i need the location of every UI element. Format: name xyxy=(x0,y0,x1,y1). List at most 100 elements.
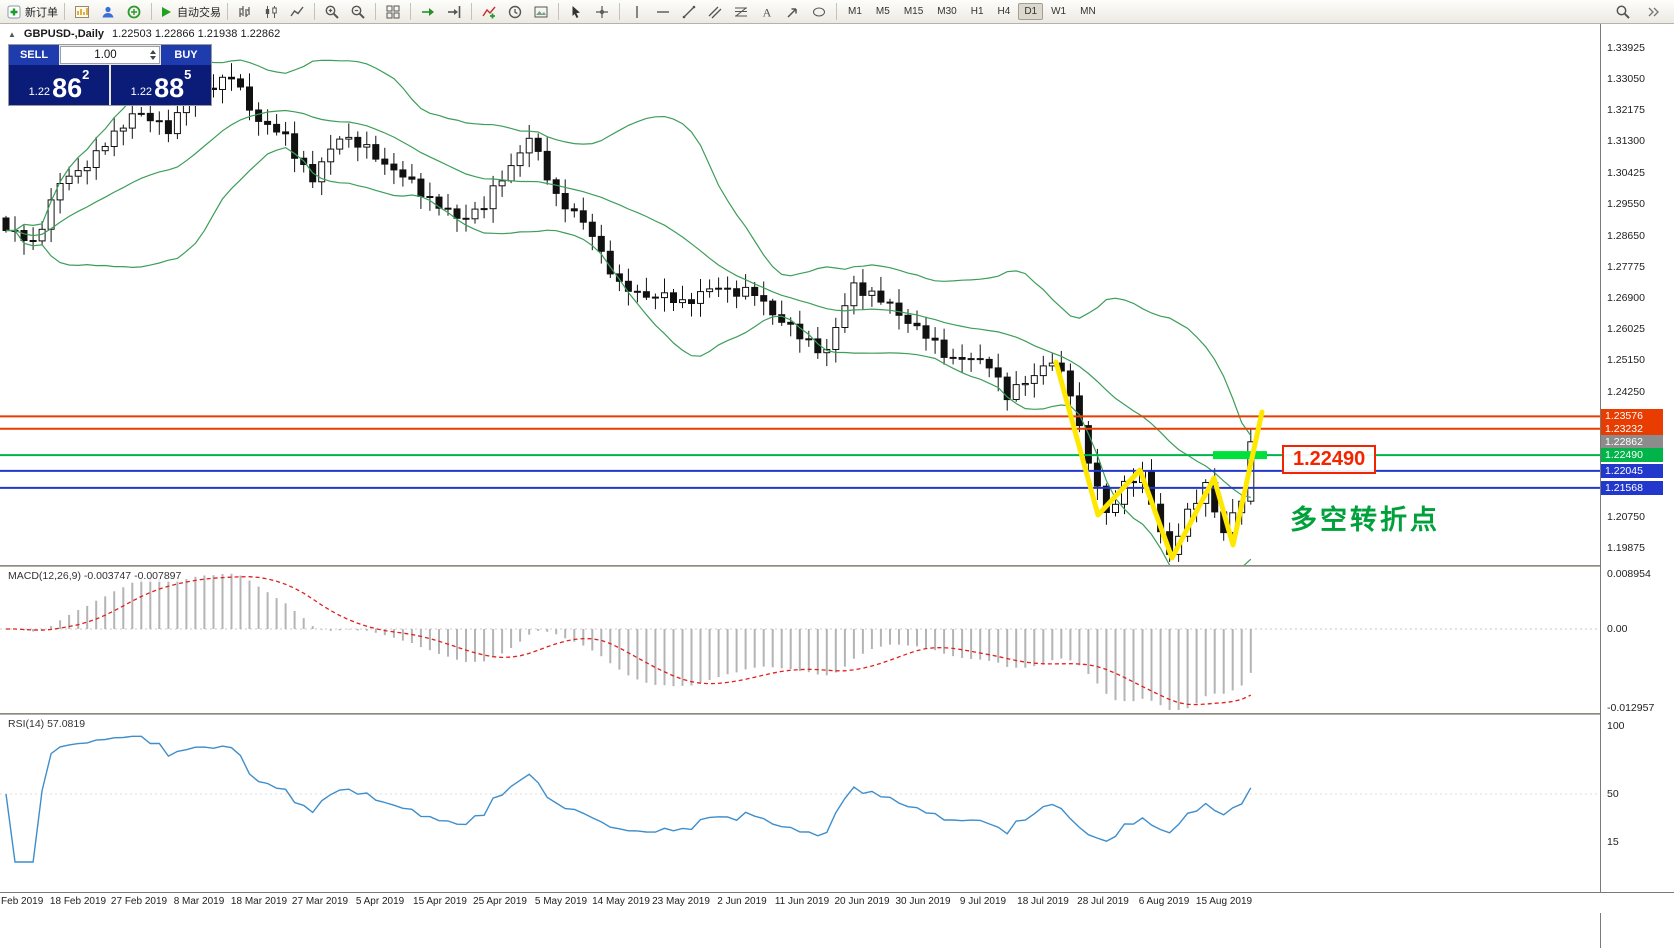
autotrading-button[interactable]: 自动交易 xyxy=(156,2,223,22)
shapes-button[interactable] xyxy=(806,2,832,22)
timeframe-H4[interactable]: H4 xyxy=(997,6,1011,17)
timeframe-M1[interactable]: M1 xyxy=(848,6,862,17)
date-axis-label: 8 Mar 2019 xyxy=(173,896,225,907)
volume-value: 1.00 xyxy=(94,49,117,61)
toolbar-separator xyxy=(558,3,559,20)
candlestick-button[interactable] xyxy=(258,2,284,22)
channel-icon xyxy=(707,4,723,20)
toolbar-separator xyxy=(836,3,837,20)
pane-splitter-rsi[interactable] xyxy=(0,713,1674,715)
date-axis-label: 8 Feb 2019 xyxy=(0,896,44,907)
price-chart-pane[interactable] xyxy=(0,40,1600,566)
price-axis-label: 1.25150 xyxy=(1607,354,1645,366)
indicators-button[interactable] xyxy=(476,2,502,22)
date-axis-label: 18 Feb 2019 xyxy=(49,896,107,907)
volume-down-button[interactable] xyxy=(150,56,156,60)
collapse-pane-icon[interactable]: ▲ xyxy=(8,29,16,39)
bar-chart-button[interactable] xyxy=(232,2,258,22)
new-chart-icon xyxy=(74,4,90,20)
price-axis-label: 1.24250 xyxy=(1607,386,1645,398)
timeframe-W1[interactable]: W1 xyxy=(1051,6,1067,17)
rsi-pane[interactable] xyxy=(0,715,1600,868)
volume-field[interactable]: 1.00 xyxy=(60,46,160,64)
rsi-axis-label: 50 xyxy=(1607,788,1619,800)
timeframe-M30[interactable]: M30 xyxy=(937,6,957,17)
ask-price-button[interactable]: 1.22 88 5 xyxy=(111,65,211,105)
price-axis-label: 1.33925 xyxy=(1607,42,1645,54)
periods-button[interactable] xyxy=(502,2,528,22)
timeframe-D1[interactable]: D1 xyxy=(1018,3,1044,20)
arrows-button[interactable] xyxy=(780,2,806,22)
toolbar-separator xyxy=(227,3,228,20)
chart-shift-button[interactable] xyxy=(441,2,467,22)
macd-axis-label: 0.008954 xyxy=(1607,568,1651,580)
rsi-axis-label: 15 xyxy=(1607,836,1619,848)
zoom-out-button[interactable] xyxy=(345,2,371,22)
toolbar-separator xyxy=(619,3,620,20)
timeframe-MN[interactable]: MN xyxy=(1080,6,1096,17)
bid-price-button[interactable]: 1.22 86 2 xyxy=(9,65,109,105)
new-order-button[interactable]: 新订单 xyxy=(4,2,60,22)
vertical-line-button[interactable] xyxy=(624,2,650,22)
new-chart-button[interactable] xyxy=(69,2,95,22)
price-level-callout[interactable]: 1.22490 xyxy=(1282,445,1377,474)
timeframe-H1[interactable]: H1 xyxy=(970,6,984,17)
search-button[interactable] xyxy=(1610,2,1636,22)
candlestick-icon xyxy=(263,4,279,20)
buy-button[interactable]: BUY xyxy=(161,45,211,65)
crosshair-button[interactable] xyxy=(589,2,615,22)
text-icon: A xyxy=(759,4,775,20)
macd-pane[interactable] xyxy=(0,567,1600,714)
timeframe-M15[interactable]: M15 xyxy=(903,6,924,17)
svg-text:A: A xyxy=(763,5,772,19)
one-click-trading-panel: SELL 1.00 BUY 1.22 86 2 1.22 xyxy=(8,44,212,106)
templates-icon xyxy=(533,4,549,20)
zoom-in-button[interactable] xyxy=(319,2,345,22)
trendline-button[interactable] xyxy=(676,2,702,22)
pane-splitter-macd[interactable] xyxy=(0,565,1674,567)
channel-button[interactable] xyxy=(702,2,728,22)
cursor-button[interactable] xyxy=(563,2,589,22)
price-axis-label: 1.26025 xyxy=(1607,323,1645,335)
text-button[interactable]: A xyxy=(754,2,780,22)
price-axis-label: 1.31300 xyxy=(1607,135,1645,147)
price-tag: 1.21568 xyxy=(1601,481,1663,495)
date-axis-label: 6 Aug 2019 xyxy=(1138,896,1190,907)
fibonacci-icon xyxy=(733,4,749,20)
price-scale[interactable]: 1.33925 1.33050 1.32175 1.31300 1.30425 1.295… xyxy=(1600,24,1674,948)
fibonacci-button[interactable] xyxy=(728,2,754,22)
macd-axis-label: -0.012957 xyxy=(1607,702,1655,714)
rsi-axis-label: 100 xyxy=(1607,720,1625,732)
templates-button[interactable] xyxy=(528,2,554,22)
date-axis-label: 15 Apr 2019 xyxy=(413,896,467,907)
price-axis-label: 1.32175 xyxy=(1607,104,1645,116)
overflow-button[interactable] xyxy=(1640,2,1666,22)
price-axis-label: 1.26900 xyxy=(1607,292,1645,304)
date-axis-label: 23 May 2019 xyxy=(652,896,710,907)
volume-up-button[interactable] xyxy=(150,50,156,54)
arrows-icon xyxy=(785,4,801,20)
price-tag: 1.22045 xyxy=(1601,464,1663,478)
profiles-button[interactable] xyxy=(95,2,121,22)
community-button[interactable] xyxy=(121,2,147,22)
line-chart-button[interactable] xyxy=(284,2,310,22)
bid-price-sup: 2 xyxy=(82,67,90,82)
ask-price-prefix: 1.22 xyxy=(130,86,153,98)
timeframe-M5[interactable]: M5 xyxy=(875,6,890,17)
price-axis-label: 1.28650 xyxy=(1607,230,1645,242)
shapes-icon xyxy=(811,4,827,20)
rsi-indicator-label: RSI(14) 57.0819 xyxy=(6,718,88,730)
profiles-icon xyxy=(100,4,116,20)
date-axis-label: 15 Aug 2019 xyxy=(1195,896,1253,907)
tile-windows-button[interactable] xyxy=(380,2,406,22)
price-axis-label: 1.20750 xyxy=(1607,511,1645,523)
sell-button[interactable]: SELL xyxy=(9,45,59,65)
macd-axis-label: 0.00 xyxy=(1607,623,1628,635)
zoom-in-icon xyxy=(324,4,340,20)
price-axis-label: 1.30425 xyxy=(1607,167,1645,179)
price-axis-label: 1.33050 xyxy=(1607,73,1645,85)
auto-scroll-button[interactable] xyxy=(415,2,441,22)
horizontal-line-button[interactable] xyxy=(650,2,676,22)
price-axis-label: 1.29550 xyxy=(1607,198,1645,210)
